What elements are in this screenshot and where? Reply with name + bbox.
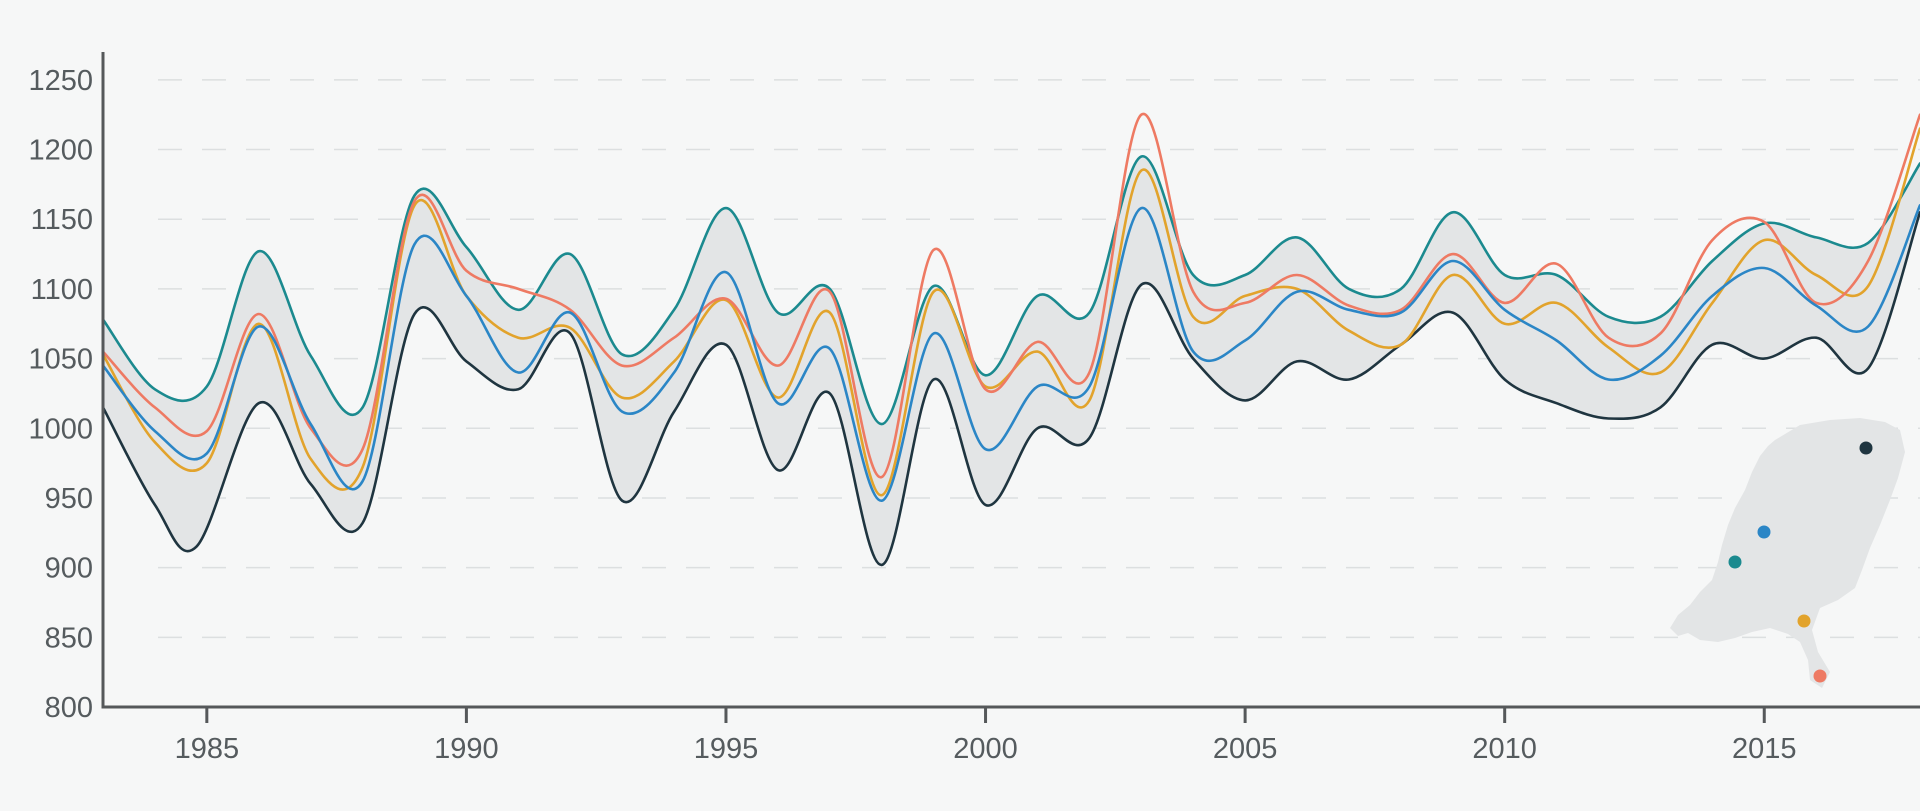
y-tick-label-1100: 1100 [31, 274, 93, 306]
netherlands-map-icon [1670, 418, 1905, 688]
map-markers [1728, 441, 1873, 683]
x-tick-label-2005: 2005 [1213, 733, 1278, 765]
x-axis-ticks: 1985 1990 1995 2000 2005 2010 2015 [175, 707, 1797, 765]
series-line-orange [101, 127, 1920, 497]
y-tick-label-850: 850 [45, 622, 93, 654]
y-tick-label-1000: 1000 [28, 413, 93, 445]
series-line-coral [101, 112, 1920, 479]
y-tick-label-950: 950 [45, 483, 93, 515]
x-tick-label-2000: 2000 [953, 733, 1018, 765]
series-line-black [101, 211, 1920, 567]
x-tick-label-2015: 2015 [1732, 733, 1797, 765]
x-tick-label-1985: 1985 [175, 733, 240, 765]
series-line-blue [101, 204, 1920, 502]
x-tick-label-1995: 1995 [694, 733, 759, 765]
series-lines [101, 112, 1920, 567]
station-marker-3 [1728, 555, 1742, 569]
netherlands-map-inset [1670, 418, 1905, 688]
x-tick-label-2010: 2010 [1472, 733, 1537, 765]
station-marker-2 [1757, 525, 1771, 539]
y-tick-label-1150: 1150 [31, 204, 93, 236]
y-tick-label-800: 800 [45, 692, 93, 724]
axes [101, 52, 1920, 709]
station-marker-5 [1813, 669, 1827, 683]
station-marker-1 [1859, 441, 1873, 455]
y-tick-label-900: 900 [45, 553, 93, 585]
station-marker-4 [1797, 614, 1811, 628]
range-band [103, 156, 1920, 565]
y-tick-label-1200: 1200 [28, 135, 93, 167]
y-tick-label-1050: 1050 [28, 344, 93, 376]
y-tick-label-1250: 1250 [28, 65, 93, 97]
x-tick-label-1990: 1990 [434, 733, 499, 765]
y-axis-ticks: 800 850 900 950 1000 1050 1100 1150 1200 1250 [28, 65, 93, 724]
